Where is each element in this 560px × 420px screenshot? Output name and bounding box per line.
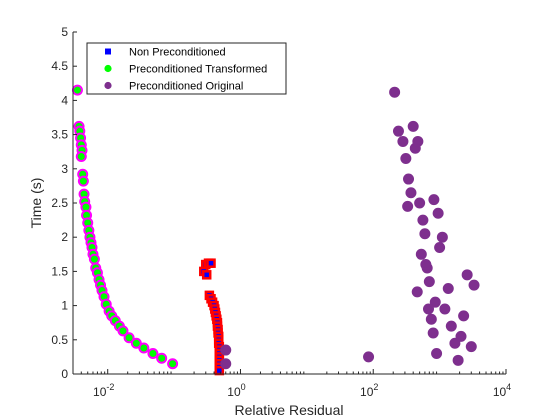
plot-area: [71, 84, 480, 376]
data-point: [147, 347, 159, 359]
data-point: [414, 197, 426, 209]
data-point: [117, 325, 129, 337]
data-point: [458, 310, 470, 322]
y-axis-label: Time (s): [28, 178, 44, 229]
y-tick-label: 1.5: [51, 264, 68, 278]
legend-label: Preconditioned Transformed: [129, 64, 267, 76]
y-tick-label: 0.5: [51, 333, 68, 347]
data-point: [415, 248, 427, 260]
data-point: [431, 347, 443, 359]
data-point: [455, 330, 467, 342]
y-tick-label: 3.5: [51, 128, 68, 142]
legend: Non Preconditioned Preconditioned Transfo…: [86, 42, 287, 95]
data-point: [405, 187, 417, 199]
data-point: [420, 259, 432, 271]
data-point: [88, 253, 100, 265]
data-point: [465, 341, 477, 353]
data-point: [75, 150, 87, 162]
data-point: [436, 231, 448, 243]
data-point: [411, 286, 423, 298]
x-tick-label: 100: [227, 382, 245, 399]
x-tick-label: 104: [493, 382, 511, 399]
y-tick-label: 4.5: [51, 59, 68, 73]
data-point: [423, 276, 435, 288]
data-point: [449, 337, 461, 349]
data-point: [429, 296, 441, 308]
data-point: [392, 125, 404, 137]
x-tick-label: 10-2: [93, 382, 114, 399]
data-point: [214, 365, 225, 376]
x-tick-label: 102: [360, 382, 378, 399]
legend-marker: [104, 64, 112, 73]
y-tick-label: 3: [61, 162, 68, 176]
data-point: [434, 241, 446, 253]
y-tick-label: 0: [61, 367, 68, 381]
data-point: [156, 352, 168, 364]
legend-marker: [104, 81, 112, 90]
legend-marker: [105, 48, 111, 55]
y-tick-label: 5: [61, 25, 68, 39]
data-point: [432, 207, 444, 219]
x-axis-label: Relative Residual: [235, 402, 344, 418]
data-point: [427, 327, 439, 339]
data-point: [220, 358, 232, 370]
data-point: [407, 120, 419, 132]
series-1: [71, 84, 179, 370]
series-2: [220, 86, 480, 370]
data-point: [400, 153, 412, 165]
data-point: [468, 279, 480, 291]
data-point: [397, 135, 409, 147]
y-tick-label: 2: [61, 230, 68, 244]
data-point: [445, 320, 457, 332]
data-point: [417, 214, 429, 226]
legend-label: Preconditioned Original: [129, 81, 243, 93]
data-point: [167, 358, 179, 370]
data-point: [363, 351, 375, 363]
data-point: [452, 354, 464, 366]
axes: 0 0.5 1 1.5 2 2.5 3 3.5 4 4.5 5 10-2 100 102 104: [51, 25, 511, 399]
data-point: [71, 84, 83, 96]
data-point: [439, 303, 451, 315]
data-point: [403, 173, 415, 185]
data-point: [77, 175, 89, 187]
data-point: [422, 303, 434, 315]
data-point: [130, 337, 142, 349]
y-tick-label: 1: [61, 299, 68, 313]
data-point: [461, 269, 473, 281]
data-point: [419, 228, 431, 240]
data-point: [402, 200, 414, 212]
data-point: [138, 342, 150, 354]
data-point: [428, 194, 440, 206]
data-point: [206, 258, 216, 268]
y-tick-label: 2.5: [51, 196, 68, 210]
data-point: [442, 283, 454, 294]
data-point: [425, 313, 437, 325]
data-point: [201, 270, 212, 280]
data-point: [412, 135, 424, 147]
data-point: [123, 332, 135, 344]
data-point: [389, 86, 401, 98]
legend-label: Non Preconditioned: [129, 47, 226, 59]
y-tick-label: 4: [61, 93, 68, 107]
legend-box: [86, 42, 287, 95]
data-point: [220, 344, 232, 356]
